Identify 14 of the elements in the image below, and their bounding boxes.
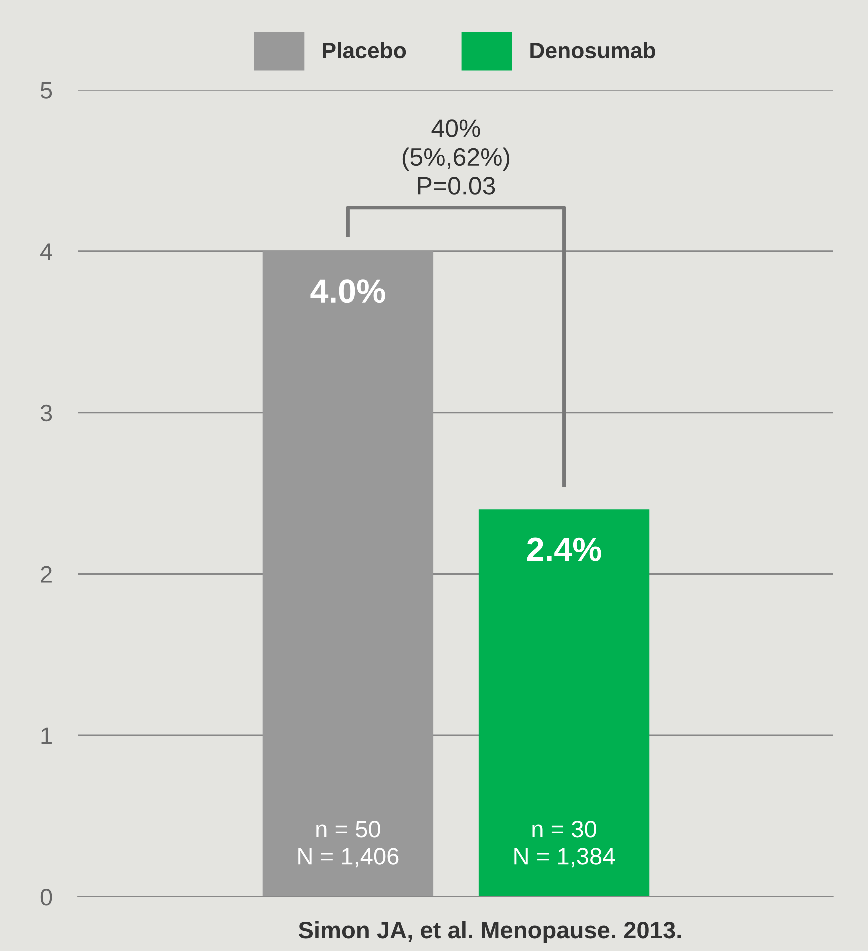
annotation: 40% (5%,62%) P=0.03 [402,120,510,195]
y-tick-label: 5 [40,82,52,99]
legend-label: Placebo [323,42,406,59]
y-tick-label: 0 [40,889,52,906]
y-tick-label: 1 [42,728,52,744]
y-tick-label: 3 [40,404,52,422]
annotation: n = 50 N = 1,406 [298,821,399,868]
data-label: 2.4% [527,538,602,562]
y-tick-label: 4 [40,244,52,260]
legend-label: Denosumab [530,42,656,59]
annotation: n = 30 N = 1,384 [514,821,616,868]
y-tick-label: 2 [41,566,52,583]
data-label: 4.0% [310,280,386,304]
text: Simon JA, et al. Menopause. 2013. [298,921,682,944]
